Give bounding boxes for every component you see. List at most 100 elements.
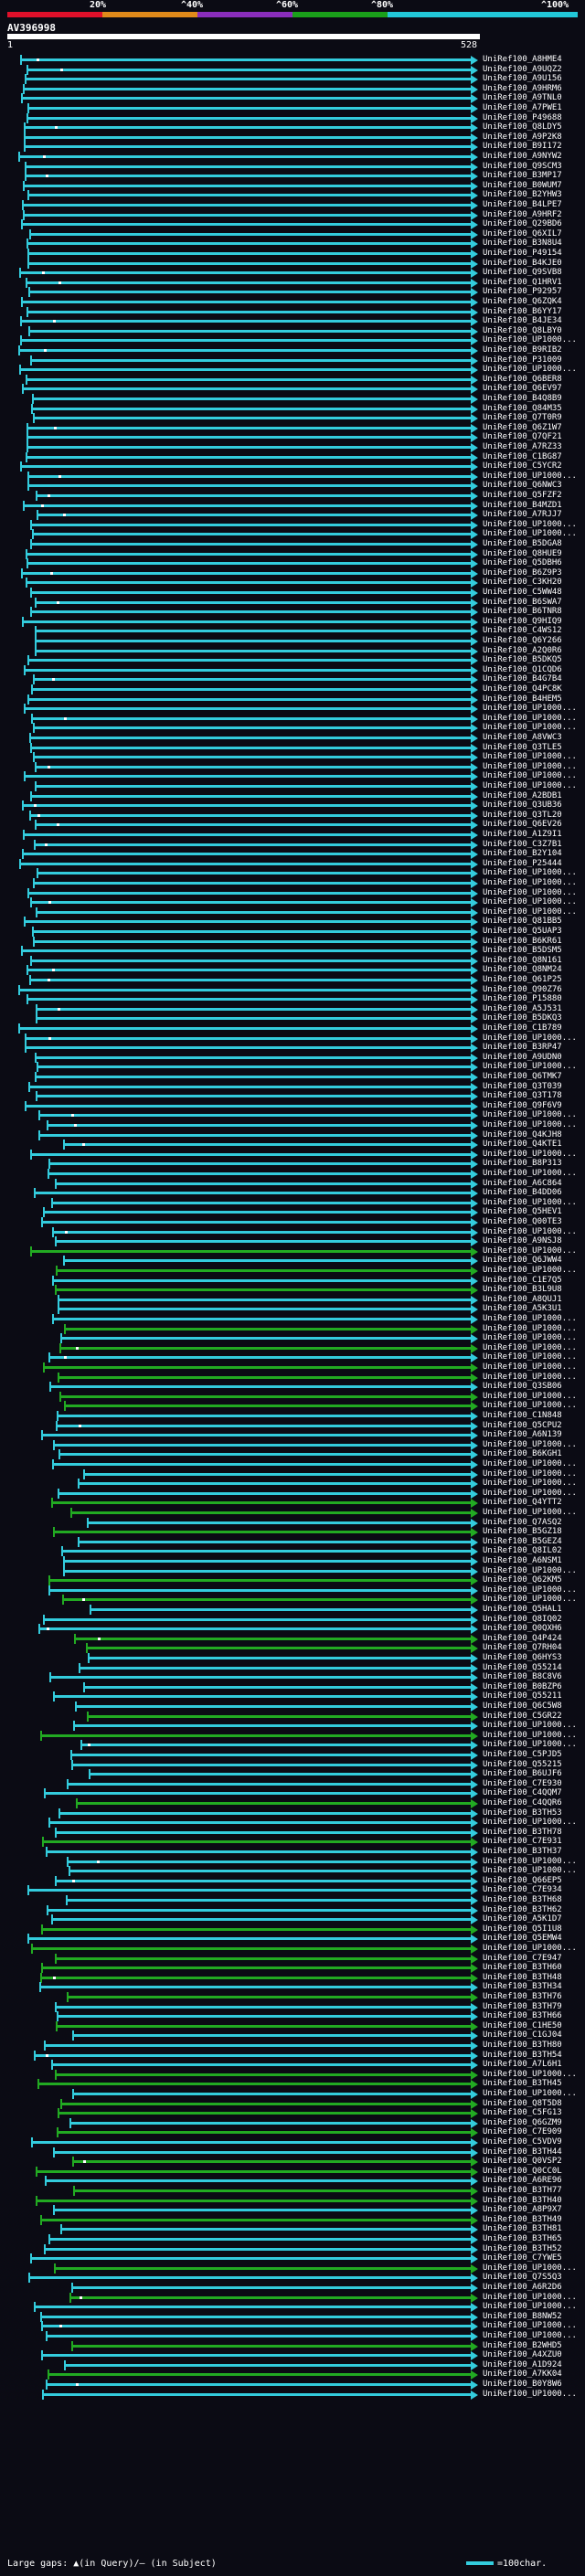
hit-row[interactable]: UniRef100_A4XZU0	[0, 2350, 585, 2361]
hit-label[interactable]: UniRef100_Q7ASQ2	[483, 1517, 562, 1527]
hit-label[interactable]: UniRef100_C3Z7B1	[483, 839, 562, 849]
hit-row[interactable]: UniRef100_UP1000...	[0, 1856, 585, 1867]
hit-label[interactable]: UniRef100_B3TH81	[483, 2224, 562, 2234]
hit-row[interactable]: UniRef100_A6N139	[0, 1430, 585, 1441]
hit-label[interactable]: UniRef100_UP1000...	[483, 1595, 577, 1605]
hit-row[interactable]: UniRef100_UP1000...	[0, 771, 585, 782]
hit-row[interactable]: UniRef100_UP1000...	[0, 713, 585, 724]
hit-row[interactable]: UniRef100_Q8IL02	[0, 1546, 585, 1557]
hit-label[interactable]: UniRef100_UP1000...	[483, 529, 577, 539]
hit-label[interactable]: UniRef100_B8P313	[483, 1159, 562, 1169]
hit-row[interactable]: UniRef100_B3MP17	[0, 171, 585, 182]
hit-row[interactable]: UniRef100_B3TH65	[0, 2234, 585, 2244]
hit-label[interactable]: UniRef100_UP1000...	[483, 1585, 577, 1595]
hit-label[interactable]: UniRef100_B4G7B4	[483, 674, 562, 684]
hit-row[interactable]: UniRef100_Q5EMW4	[0, 1934, 585, 1945]
hit-row[interactable]: UniRef100_Q4KTE1	[0, 1140, 585, 1150]
hit-row[interactable]: UniRef100_Q55214	[0, 1662, 585, 1673]
hit-label[interactable]: UniRef100_Q9F6V9	[483, 1100, 562, 1110]
hit-label[interactable]: UniRef100_Q55214	[483, 1662, 562, 1672]
hit-label[interactable]: UniRef100_UP1000...	[483, 781, 577, 790]
hit-row[interactable]: UniRef100_Q5I1U8	[0, 1924, 585, 1935]
hit-row[interactable]: UniRef100_Q90Z76	[0, 984, 585, 995]
hit-row[interactable]: UniRef100_A7KK04	[0, 2369, 585, 2380]
hit-row[interactable]: UniRef100_Q3TLE5	[0, 742, 585, 753]
hit-label[interactable]: UniRef100_Q3T039	[483, 1081, 562, 1091]
hit-label[interactable]: UniRef100_B4JE34	[483, 316, 562, 326]
hit-label[interactable]: UniRef100_Q0VSP2	[483, 2157, 562, 2167]
hit-label[interactable]: UniRef100_UP1000...	[483, 335, 577, 345]
hit-row[interactable]: UniRef100_B3TH68	[0, 1895, 585, 1905]
hit-row[interactable]: UniRef100_B3TH60	[0, 1963, 585, 1974]
hit-label[interactable]: UniRef100_Q0CC0L	[483, 2166, 562, 2176]
hit-row[interactable]: UniRef100_B0BZP6	[0, 1681, 585, 1692]
hit-row[interactable]: UniRef100_Q9SVB8	[0, 268, 585, 279]
hit-label[interactable]: UniRef100_B2YHW3	[483, 190, 562, 200]
hit-label[interactable]: UniRef100_C1GJ04	[483, 2030, 562, 2041]
hit-row[interactable]: UniRef100_B3TH34	[0, 1982, 585, 1993]
hit-label[interactable]: UniRef100_UP1000...	[483, 1468, 577, 1479]
hit-label[interactable]: UniRef100_B5GZ18	[483, 1527, 562, 1537]
hit-label[interactable]: UniRef100_A7L6H1	[483, 2060, 562, 2070]
hit-row[interactable]: UniRef100_A6RE96	[0, 2176, 585, 2187]
hit-label[interactable]: UniRef100_C4QQR6	[483, 1798, 562, 1807]
hit-row[interactable]: UniRef100_B0WUM7	[0, 180, 585, 191]
hit-label[interactable]: UniRef100_UP1000...	[483, 1120, 577, 1129]
hit-label[interactable]: UniRef100_UP1000...	[483, 1488, 577, 1498]
hit-label[interactable]: UniRef100_UP1000...	[483, 761, 577, 771]
hit-label[interactable]: UniRef100_Q4KTE1	[483, 1140, 562, 1150]
hit-label[interactable]: UniRef100_B3TH65	[483, 2234, 562, 2243]
hit-label[interactable]: UniRef100_B3TH49	[483, 2214, 562, 2224]
hit-label[interactable]: UniRef100_Q1HRV1	[483, 277, 562, 287]
hit-label[interactable]: UniRef100_UP1000...	[483, 1246, 577, 1256]
hit-row[interactable]: UniRef100_B6UJF6	[0, 1769, 585, 1780]
hit-row[interactable]: UniRef100_A8QUJ1	[0, 1294, 585, 1305]
hit-row[interactable]: UniRef100_A8P9X7	[0, 2205, 585, 2216]
hit-label[interactable]: UniRef100_C1N848	[483, 1411, 562, 1420]
hit-row[interactable]: UniRef100_B5DKQ5	[0, 655, 585, 666]
hit-label[interactable]: UniRef100_A1Z9I1	[483, 830, 562, 839]
hit-label[interactable]: UniRef100_UP1000...	[483, 2263, 577, 2273]
hit-label[interactable]: UniRef100_Q9HIQ9	[483, 616, 562, 626]
hit-row[interactable]: UniRef100_C5VDV9	[0, 2137, 585, 2147]
hit-row[interactable]: UniRef100_Q55215	[0, 1759, 585, 1770]
hit-row[interactable]: UniRef100_C4QQM7	[0, 1788, 585, 1799]
hit-row[interactable]: UniRef100_Q6NWC3	[0, 481, 585, 492]
hit-row[interactable]: UniRef100_UP1000...	[0, 878, 585, 888]
hit-row[interactable]: UniRef100_B4DD06	[0, 1188, 585, 1199]
hit-row[interactable]: UniRef100_B3TH66	[0, 2011, 585, 2022]
hit-label[interactable]: UniRef100_UP1000...	[483, 2069, 577, 2079]
hit-row[interactable]: UniRef100_UP1000...	[0, 2302, 585, 2313]
hit-row[interactable]: UniRef100_B0Y8W6	[0, 2380, 585, 2390]
hit-row[interactable]: UniRef100_UP1000...	[0, 2089, 585, 2099]
hit-label[interactable]: UniRef100_Q8NM24	[483, 965, 562, 975]
hit-row[interactable]: UniRef100_UP1000...	[0, 1246, 585, 1256]
hit-label[interactable]: UniRef100_A9HRF2	[483, 209, 562, 219]
hit-row[interactable]: UniRef100_UP1000...	[0, 1197, 585, 1208]
hit-row[interactable]: UniRef100_Q0CC0L	[0, 2166, 585, 2177]
hit-row[interactable]: UniRef100_B5DSM5	[0, 946, 585, 957]
hit-label[interactable]: UniRef100_B4MZD1	[483, 500, 562, 510]
hit-row[interactable]: UniRef100_P49688	[0, 112, 585, 123]
hit-row[interactable]: UniRef100_Q3TL20	[0, 810, 585, 821]
hit-row[interactable]: UniRef100_Q6ZQK4	[0, 297, 585, 307]
hit-row[interactable]: UniRef100_Q5HAL1	[0, 1605, 585, 1615]
hit-row[interactable]: UniRef100_B3TH37	[0, 1847, 585, 1857]
hit-row[interactable]: UniRef100_C7E909	[0, 2127, 585, 2138]
hit-label[interactable]: UniRef100_A6R2D6	[483, 2283, 562, 2292]
hit-label[interactable]: UniRef100_A1D924	[483, 2359, 562, 2369]
hit-row[interactable]: UniRef100_Q6HYS3	[0, 1653, 585, 1663]
hit-label[interactable]: UniRef100_UP1000...	[483, 1362, 577, 1372]
hit-row[interactable]: UniRef100_C7E930	[0, 1778, 585, 1789]
hit-label[interactable]: UniRef100_A4XZU0	[483, 2350, 562, 2360]
hit-row[interactable]: UniRef100_A5K1D7	[0, 1914, 585, 1925]
hit-row[interactable]: UniRef100_UP1000...	[0, 1372, 585, 1383]
hit-label[interactable]: UniRef100_B3MP17	[483, 171, 562, 181]
hit-row[interactable]: UniRef100_B3TH81	[0, 2224, 585, 2235]
hit-label[interactable]: UniRef100_UP1000...	[483, 1866, 577, 1876]
hit-row[interactable]: UniRef100_Q7S5Q3	[0, 2273, 585, 2284]
hit-row[interactable]: UniRef100_B5DKQ3	[0, 1013, 585, 1024]
hit-row[interactable]: UniRef100_A6NSM1	[0, 1556, 585, 1566]
hit-label[interactable]: UniRef100_B0WUM7	[483, 180, 562, 190]
hit-label[interactable]: UniRef100_B3N8U4	[483, 239, 562, 249]
